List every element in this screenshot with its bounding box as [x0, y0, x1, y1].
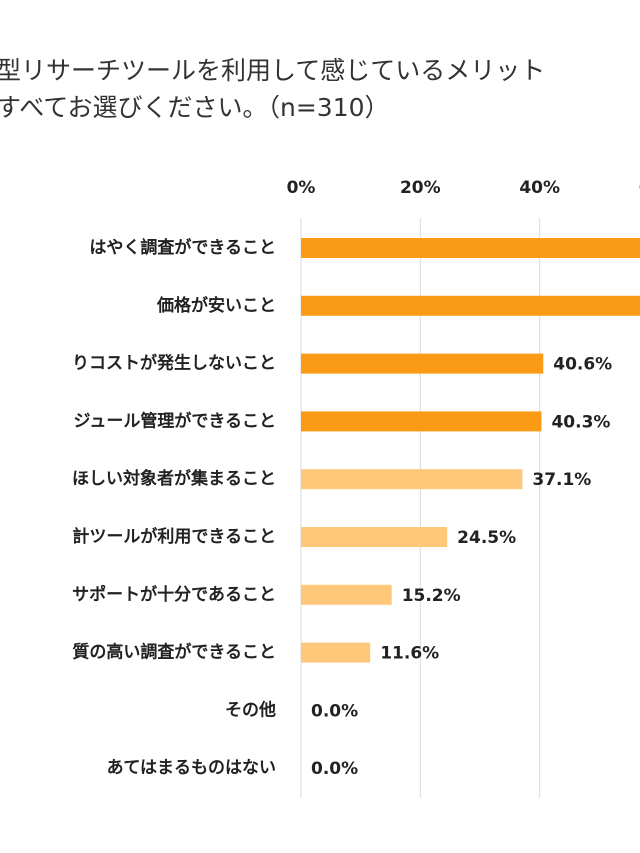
category-label: はやく調査ができること	[89, 237, 276, 258]
x-tick-label: 40%	[519, 178, 560, 198]
value-label: 40.3%	[551, 412, 610, 432]
x-tick-label: 60%	[639, 178, 640, 198]
category-label: 価格が安いこと	[156, 295, 276, 316]
value-label: 15.2%	[402, 586, 461, 606]
bar	[301, 469, 523, 490]
x-tick-label: 20%	[400, 178, 441, 198]
x-tick-label: 0%	[287, 178, 316, 198]
bar	[301, 527, 448, 547]
value-label: 24.5%	[457, 528, 516, 548]
category-label: ジュール管理ができること	[74, 410, 276, 431]
chart-title: 型リサーチツールを利用して感じているメリット	[0, 56, 545, 85]
bar	[301, 411, 542, 432]
bar	[301, 238, 640, 258]
value-label: 40.6%	[553, 355, 612, 375]
category-label: ほしい対象者が集まること	[72, 468, 276, 489]
category-label: その他	[225, 699, 276, 720]
bar	[301, 584, 392, 605]
bar	[301, 295, 640, 316]
value-label: 11.6%	[380, 644, 439, 664]
value-label: 0.0%	[311, 759, 358, 779]
bar	[301, 642, 371, 663]
category-label: りコストが発生しないこと	[72, 353, 276, 374]
category-label: 質の高い調査ができること	[72, 642, 276, 663]
category-label: あてはまるものはない	[107, 758, 276, 778]
chart-subtitle: すべてお選びください。（n=310）	[0, 93, 390, 122]
category-label: サポートが十分であること	[72, 584, 276, 605]
value-label: 0.0%	[311, 701, 358, 721]
category-label: 計ツールが利用できること	[72, 526, 276, 547]
value-label: 37.1%	[532, 470, 591, 490]
bar	[301, 353, 544, 374]
